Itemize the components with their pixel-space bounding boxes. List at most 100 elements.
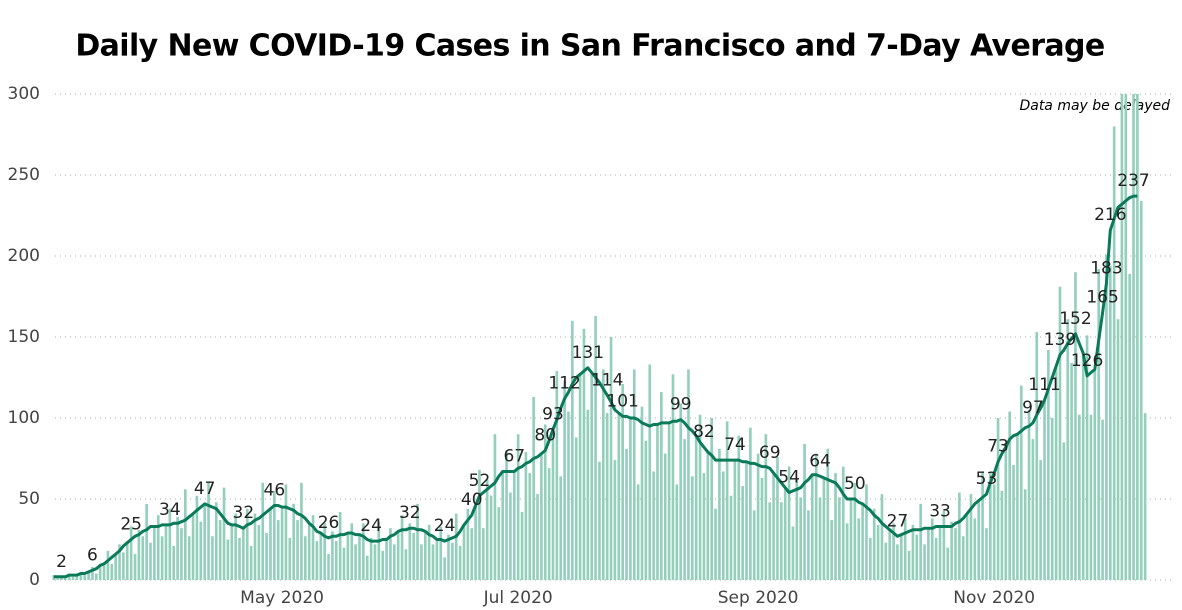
bar (590, 372, 594, 580)
bar (1085, 335, 1089, 580)
bar (98, 563, 102, 580)
bar (269, 508, 272, 580)
data-label: 237 (1117, 171, 1149, 191)
bar (307, 523, 311, 580)
bar (1027, 409, 1031, 580)
bar (226, 539, 230, 580)
bar (679, 403, 683, 580)
bar (780, 502, 783, 580)
data-label: 74 (724, 435, 746, 455)
bar (470, 528, 474, 580)
bar (787, 466, 791, 580)
bar (358, 534, 361, 580)
bar (911, 524, 915, 580)
bar (528, 473, 532, 580)
bar (760, 477, 764, 580)
bar (547, 468, 551, 580)
bar (1031, 439, 1035, 580)
bar (462, 524, 466, 580)
bar (516, 434, 520, 580)
bar (451, 542, 454, 580)
bar (807, 510, 810, 580)
bar (880, 494, 884, 580)
bar (71, 576, 75, 580)
bar (989, 473, 992, 580)
y-tick-label: 300 (8, 84, 40, 104)
bar (834, 473, 837, 580)
bar (149, 542, 152, 580)
bar (431, 544, 435, 580)
bar (884, 542, 888, 580)
bar (714, 508, 717, 580)
bar (373, 544, 377, 580)
bar (280, 507, 284, 580)
bar (501, 471, 504, 580)
bar (938, 526, 942, 580)
data-label: 33 (929, 502, 951, 522)
bar (389, 528, 392, 580)
bar (300, 482, 303, 580)
bar (454, 513, 458, 580)
bar (965, 513, 969, 580)
y-tick-label: 50 (18, 489, 40, 509)
bar (1108, 265, 1112, 580)
bar (1124, 94, 1128, 580)
bar (1008, 411, 1011, 580)
y-tick-label: 0 (29, 570, 40, 590)
data-label: 24 (360, 516, 382, 536)
bar (94, 573, 98, 580)
bar (327, 554, 330, 580)
bar (698, 414, 702, 580)
data-label: 152 (1059, 309, 1091, 329)
bar (238, 537, 241, 580)
bar (392, 544, 396, 580)
bar (543, 424, 547, 580)
bar (1105, 254, 1108, 580)
data-label: 25 (120, 515, 142, 535)
data-label: 27 (887, 511, 909, 531)
bar (861, 503, 864, 580)
bar (853, 482, 857, 580)
bar (625, 448, 628, 580)
bar (466, 508, 470, 580)
bar (671, 374, 675, 580)
bar (783, 487, 787, 580)
bar (342, 547, 346, 580)
data-label: 6 (87, 545, 98, 565)
bar (675, 484, 679, 580)
bar (776, 456, 779, 580)
bar (218, 520, 222, 580)
y-tick-label: 100 (8, 408, 40, 428)
bar (245, 508, 249, 580)
bar (102, 565, 106, 580)
bar (439, 526, 443, 580)
bar (551, 429, 555, 580)
bar (594, 315, 597, 580)
average-line (53, 194, 1138, 579)
bar (934, 537, 938, 580)
data-label: 80 (534, 425, 556, 445)
bar (1016, 434, 1019, 580)
x-tick-label: Nov 2020 (953, 588, 1035, 608)
bar (1039, 460, 1042, 580)
bar (520, 511, 524, 580)
bar (869, 537, 872, 580)
bar (474, 505, 477, 580)
bar (91, 567, 94, 580)
bar (125, 542, 129, 580)
bar (555, 371, 559, 580)
bar (1058, 286, 1062, 580)
y-tick-label: 250 (8, 165, 40, 185)
bar (733, 460, 737, 580)
bar (737, 435, 741, 580)
bar (141, 536, 145, 580)
bar (75, 575, 79, 580)
bar (203, 503, 206, 580)
bar (907, 550, 911, 580)
bar (1143, 413, 1147, 580)
bar (768, 502, 772, 580)
bar (400, 515, 404, 580)
data-label: 82 (693, 422, 715, 442)
bar (288, 537, 292, 580)
